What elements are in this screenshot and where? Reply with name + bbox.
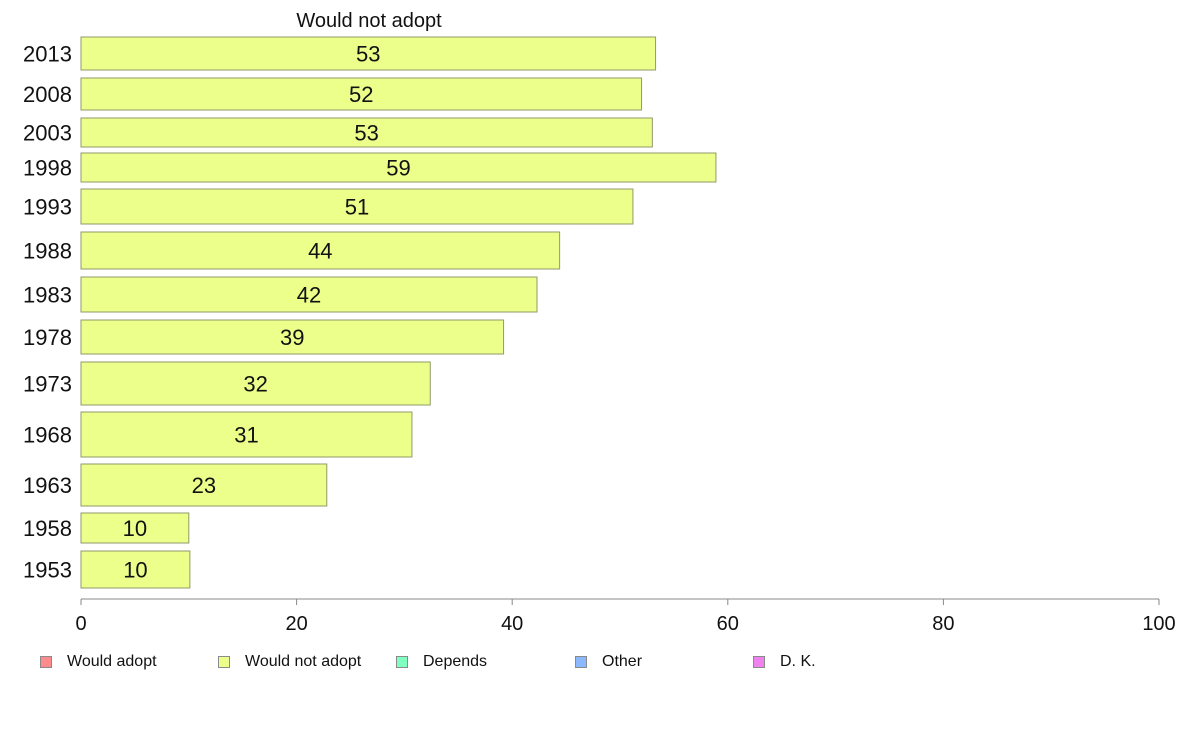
bar-2013 [80, 36, 657, 71]
bar-1983 [80, 276, 538, 313]
bar-1978 [80, 319, 505, 355]
chart-title: Would not adopt [296, 10, 442, 32]
data-label-2013: 53 [356, 42, 380, 67]
x-tick-label-0: 0 [75, 613, 86, 635]
legend-label: Would adopt [67, 653, 157, 670]
x-tick-label-100: 100 [1142, 613, 1175, 635]
bar-1973 [80, 361, 431, 406]
bar-1993 [80, 188, 634, 225]
bar-1958 [80, 512, 190, 544]
x-tick-label-20: 20 [285, 613, 307, 635]
bar-1963 [80, 463, 328, 507]
data-label-2003: 53 [354, 121, 378, 146]
category-label-1963: 1963 [23, 473, 72, 498]
data-label-2008: 52 [349, 82, 373, 107]
category-label-1998: 1998 [23, 156, 72, 181]
legend-item-other: Other [575, 653, 642, 671]
bar-1953 [80, 550, 191, 589]
data-label-1953: 10 [123, 558, 147, 583]
data-label-1958: 10 [123, 516, 147, 541]
data-label-1973: 32 [243, 372, 267, 397]
category-label-2003: 2003 [23, 121, 72, 146]
category-label-2013: 2013 [23, 42, 72, 67]
bar-1988 [80, 231, 561, 270]
legend-label: Other [602, 653, 643, 670]
legend-item-would-adopt: Would adopt [40, 653, 157, 671]
category-label-1978: 1978 [23, 325, 72, 350]
bar-2008 [80, 77, 643, 111]
x-tick-label-80: 80 [932, 613, 954, 635]
data-label-1998: 59 [386, 156, 410, 181]
legend-swatch [575, 656, 587, 668]
category-label-1958: 1958 [23, 516, 72, 541]
category-label-1968: 1968 [23, 423, 72, 448]
data-label-1963: 23 [192, 473, 216, 498]
legend-label: Depends [423, 653, 488, 670]
data-label-1983: 42 [297, 283, 321, 308]
category-label-1973: 1973 [23, 372, 72, 397]
category-label-1993: 1993 [23, 195, 72, 220]
legend: Would adopt Would not adopt Depends Othe… [0, 653, 1188, 673]
x-tick-label-60: 60 [717, 613, 739, 635]
legend-label: D. K. [780, 653, 816, 670]
legend-swatch [40, 656, 52, 668]
legend-item-depends: Depends [396, 653, 487, 671]
data-label-1988: 44 [308, 239, 332, 264]
legend-item-would-not-adopt: Would not adopt [218, 653, 361, 671]
category-label-1953: 1953 [23, 558, 72, 583]
legend-item-dk: D. K. [753, 653, 816, 671]
legend-label: Would not adopt [245, 653, 362, 670]
legend-swatch [753, 656, 765, 668]
data-label-1993: 51 [345, 195, 369, 220]
category-label-2008: 2008 [23, 82, 72, 107]
legend-swatch [396, 656, 408, 668]
bar-1998 [80, 152, 717, 183]
data-label-1978: 39 [280, 325, 304, 350]
bar-2003 [80, 117, 653, 148]
bar-1968 [80, 411, 413, 458]
x-tick-label-40: 40 [501, 613, 523, 635]
data-label-1968: 31 [234, 423, 258, 448]
category-label-1983: 1983 [23, 283, 72, 308]
category-label-1988: 1988 [23, 239, 72, 264]
legend-swatch [218, 656, 230, 668]
